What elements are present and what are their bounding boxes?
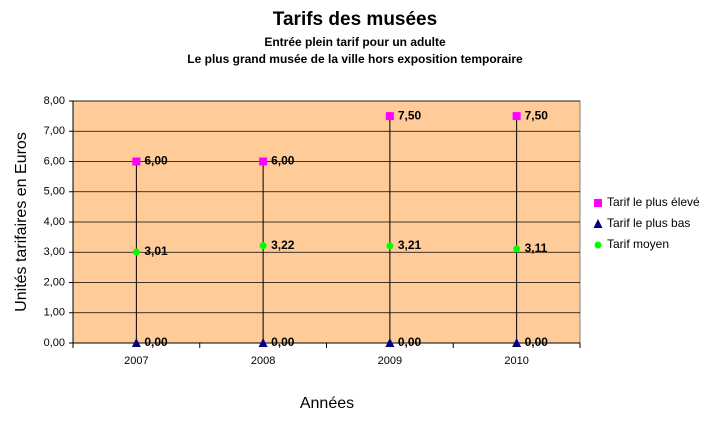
marker [594,199,602,207]
y-tick-label: 5,00 [44,186,65,198]
marker [594,241,602,249]
data-label: 0,00 [144,335,168,349]
marker [512,112,521,121]
data-label: 3,22 [271,238,295,252]
data-label: 3,01 [144,244,168,258]
data-label: 0,00 [525,335,549,349]
data-label: 3,11 [525,241,548,255]
y-tick-label: 8,00 [44,95,65,107]
x-tick-label: 2007 [124,355,148,367]
data-label: 7,50 [398,108,422,122]
marker [386,242,394,250]
x-tick-label: 2008 [251,355,275,367]
x-axis-label: Années [300,395,354,412]
marker [513,245,521,253]
data-label: 6,00 [144,154,168,168]
marker [385,112,394,121]
data-label: 6,00 [271,154,295,168]
marker [132,248,140,256]
y-tick-label: 6,00 [44,155,65,167]
chart-subtitle: Entrée plein tarif pour un adulte [264,35,446,49]
chart-title: Tarifs des musées [273,9,437,30]
marker [132,157,141,166]
data-label: 0,00 [398,335,422,349]
y-tick-label: 3,00 [44,246,65,258]
legend-label: Tarif le plus élevé [607,195,700,209]
y-tick-label: 4,00 [44,216,65,228]
y-tick-label: 1,00 [44,307,65,319]
marker [259,242,267,250]
legend-label: Tarif le plus bas [607,216,690,230]
marker [593,219,603,228]
data-label: 7,50 [525,108,549,122]
chart-subtitle: Le plus grand musée de la ville hors exp… [187,52,523,66]
y-tick-label: 7,00 [44,125,65,137]
x-tick-label: 2009 [378,355,402,367]
marker [131,338,141,347]
data-label: 3,21 [398,238,422,252]
marker [512,338,522,347]
y-tick-label: 2,00 [44,276,65,288]
data-label: 0,00 [271,335,295,349]
y-tick-label: 0,00 [44,337,65,349]
marker [258,338,268,347]
marker [385,338,395,347]
y-axis-label: Unités tarifaires en Euros [13,132,30,312]
marker [259,157,268,166]
x-tick-label: 2010 [504,355,528,367]
legend-label: Tarif moyen [607,237,669,251]
